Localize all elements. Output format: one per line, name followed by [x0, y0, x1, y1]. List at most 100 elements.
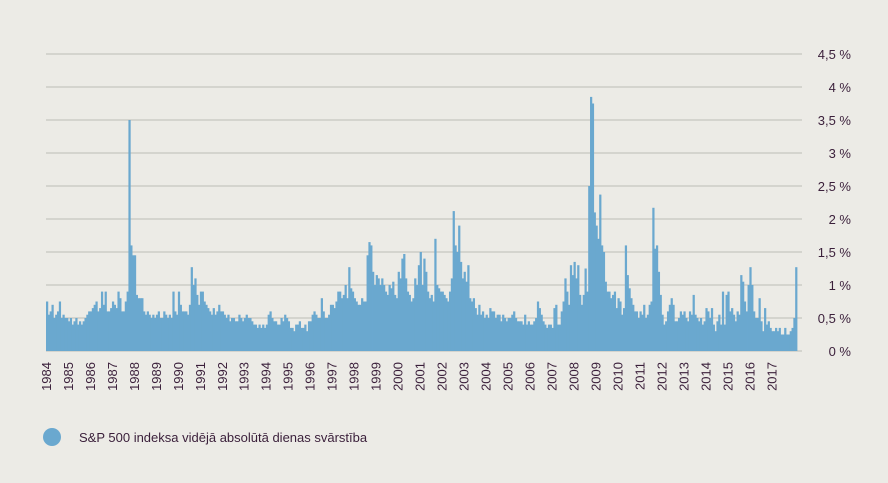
bar	[405, 278, 408, 351]
bar	[617, 298, 620, 351]
bar	[265, 324, 269, 351]
bar	[795, 267, 798, 351]
bar	[754, 318, 758, 351]
x-tick-label: 1986	[83, 362, 98, 391]
x-tick-label: 1995	[281, 362, 296, 391]
bar	[249, 318, 252, 351]
bar	[143, 311, 146, 351]
bar	[428, 298, 432, 351]
bar	[611, 294, 615, 351]
bar	[117, 291, 120, 351]
bar	[637, 318, 640, 351]
bar	[487, 318, 490, 351]
bar	[694, 314, 697, 351]
legend-marker	[43, 428, 61, 446]
bar	[379, 285, 382, 351]
bar	[243, 318, 247, 351]
bar	[467, 265, 470, 351]
bar	[789, 331, 792, 351]
bar	[575, 278, 578, 351]
bar	[775, 327, 778, 351]
bar	[786, 334, 789, 351]
bar	[459, 261, 463, 351]
bar	[220, 311, 223, 351]
bar	[390, 288, 393, 351]
bar	[516, 321, 519, 351]
bar	[304, 324, 307, 351]
bar	[445, 298, 448, 351]
bar	[608, 291, 611, 351]
bar	[595, 225, 598, 351]
bar	[307, 321, 311, 351]
bar	[95, 301, 98, 351]
bar	[141, 298, 144, 351]
bar	[198, 304, 201, 351]
bar	[674, 321, 677, 351]
bar	[91, 308, 95, 351]
x-tick-label: 2017	[764, 362, 779, 391]
bar	[562, 301, 565, 351]
x-tick-label: 2016	[742, 362, 757, 391]
bar	[579, 294, 582, 351]
bar	[106, 311, 109, 351]
bar	[747, 285, 750, 351]
bar	[51, 304, 54, 351]
bar	[53, 318, 56, 351]
bar	[190, 267, 193, 351]
legend-label: S&P 500 indeksa vidējā absolūtā dienas s…	[79, 430, 368, 445]
bar	[331, 304, 334, 351]
bar	[740, 275, 743, 351]
bar	[580, 304, 584, 351]
bar	[732, 314, 736, 351]
bar	[652, 207, 655, 351]
bar	[161, 318, 164, 351]
bar	[318, 318, 322, 351]
bar	[450, 278, 454, 351]
bar	[337, 291, 340, 351]
bar	[721, 291, 725, 351]
bar	[364, 301, 367, 351]
bar	[132, 255, 135, 351]
bar	[62, 314, 65, 351]
bar	[348, 267, 351, 351]
bar	[326, 318, 329, 351]
bar	[626, 275, 629, 351]
bar	[344, 285, 347, 351]
x-tick-label: 1999	[369, 362, 384, 391]
bar	[727, 291, 730, 351]
bar	[295, 324, 298, 351]
bar	[423, 258, 426, 351]
bar	[716, 321, 719, 351]
bar	[590, 96, 593, 352]
bar	[778, 327, 781, 351]
bar	[419, 252, 422, 351]
x-tick-label: 1996	[303, 362, 318, 391]
bar	[115, 308, 118, 351]
x-tick-label: 1993	[237, 362, 252, 391]
bar	[401, 258, 404, 351]
bar	[174, 311, 177, 351]
bar	[725, 294, 728, 351]
bar	[720, 324, 723, 351]
bar	[566, 291, 569, 351]
bar	[469, 298, 472, 351]
bar	[163, 311, 166, 351]
bar	[110, 308, 113, 351]
y-tick-label: 0 %	[829, 344, 852, 359]
bar	[203, 301, 206, 351]
bar	[306, 331, 309, 351]
bar	[535, 318, 538, 351]
bar	[254, 324, 258, 351]
bar	[214, 314, 217, 351]
x-tick-label: 2003	[457, 362, 472, 391]
bar	[540, 314, 543, 351]
bar	[736, 311, 739, 351]
bar	[287, 321, 291, 351]
bar	[406, 291, 410, 351]
bar	[437, 288, 441, 351]
bar	[271, 318, 274, 351]
bar	[476, 314, 479, 351]
bar	[260, 327, 263, 351]
bar	[518, 321, 521, 351]
bar	[676, 321, 679, 351]
